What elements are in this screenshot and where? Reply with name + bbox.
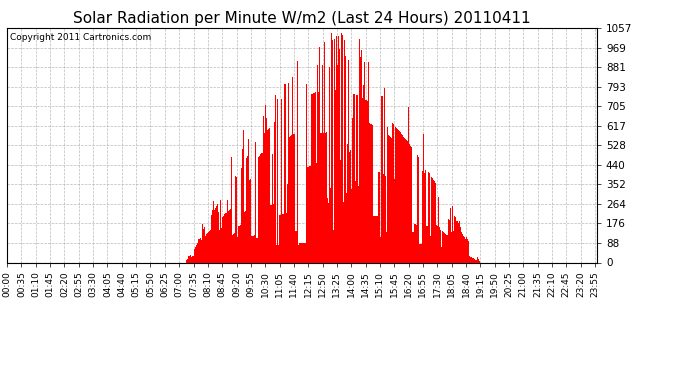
Title: Solar Radiation per Minute W/m2 (Last 24 Hours) 20110411: Solar Radiation per Minute W/m2 (Last 24… xyxy=(73,10,531,26)
Text: Copyright 2011 Cartronics.com: Copyright 2011 Cartronics.com xyxy=(10,33,151,42)
